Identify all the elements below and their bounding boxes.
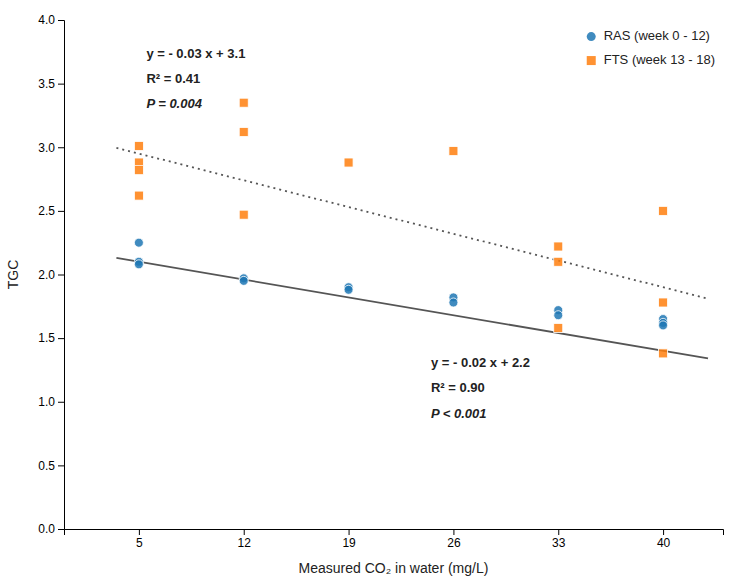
- tick: 40: [657, 529, 671, 550]
- tick: 26: [447, 529, 461, 550]
- tick: 12: [238, 529, 252, 550]
- tick: 2.5: [38, 204, 64, 218]
- tick-label: 1.0: [38, 395, 55, 409]
- tick-mark: [58, 147, 64, 148]
- tick-mark: [139, 529, 140, 535]
- point: [239, 276, 248, 285]
- legend-item: FTS (week 13 - 18): [587, 52, 715, 67]
- tick-mark: [58, 275, 64, 276]
- tick: 3.0: [38, 141, 64, 155]
- tick-label: 1.5: [38, 331, 55, 345]
- y-axis: 0.0 0.5 1.0 1.5 2.0 2.5 3.0 3.5 4.0: [38, 13, 64, 536]
- point: [554, 323, 563, 332]
- y-axis-title: TGC: [5, 260, 21, 290]
- tick-label: 3.5: [38, 77, 55, 91]
- tick-mark: [58, 20, 64, 21]
- point: [134, 166, 143, 175]
- tick-label: 5: [136, 536, 143, 550]
- tick-label: 2.5: [38, 204, 55, 218]
- point: [344, 285, 353, 294]
- tick: 4.0: [38, 13, 64, 27]
- tick-label: 2.0: [38, 268, 55, 282]
- tick-mark: [58, 465, 64, 466]
- point: [134, 260, 143, 269]
- point: [659, 321, 668, 330]
- tick-label: 3.0: [38, 141, 55, 155]
- point: [134, 238, 143, 247]
- tick-mark: [58, 529, 64, 530]
- annotation: P < 0.001: [431, 406, 487, 421]
- tick-label: 0.0: [38, 522, 55, 536]
- x-axis-title: Measured CO₂ in water (mg/L): [299, 560, 489, 576]
- tick: 1.0: [38, 395, 64, 409]
- legend-marker: [587, 32, 596, 41]
- tick: 0.0: [38, 522, 64, 536]
- axis-domain: [65, 530, 724, 536]
- tick-mark: [58, 211, 64, 212]
- plot-marks: [116, 98, 708, 358]
- tick-mark: [349, 529, 350, 535]
- tick: 3.5: [38, 77, 64, 91]
- point: [659, 206, 668, 215]
- annotation: P = 0.004: [146, 96, 202, 111]
- annotation: y = - 0.03 x + 3.1: [146, 46, 245, 61]
- tick: 5: [136, 529, 143, 550]
- tick: 1.5: [38, 331, 64, 345]
- scatter-series: [134, 238, 667, 330]
- point: [239, 98, 248, 107]
- fit-line: [116, 148, 708, 299]
- legend-label: RAS (week 0 - 12): [604, 28, 710, 43]
- legend-label: FTS (week 13 - 18): [604, 52, 715, 67]
- tick-mark: [663, 529, 664, 535]
- x-axis: 5 12 19 26 33 40: [65, 529, 724, 550]
- legend-item: RAS (week 0 - 12): [587, 28, 710, 43]
- tick: 0.5: [38, 459, 64, 473]
- tick-label: 40: [657, 536, 671, 550]
- point: [449, 147, 458, 156]
- tick-mark: [58, 402, 64, 403]
- tick-label: 33: [552, 536, 566, 550]
- fit-line: [116, 258, 708, 359]
- point: [554, 311, 563, 320]
- tick-mark: [58, 338, 64, 339]
- chart-container: 5 12 19 26 33 40 0.0 0.5 1.0 1.5 2.0 2.5 3.0 3.5 4.0 Me…: [0, 0, 747, 587]
- point: [659, 349, 668, 358]
- chart-svg: 5 12 19 26 33 40 0.0 0.5 1.0 1.5 2.0 2.5 3.0 3.5 4.0 Me…: [0, 0, 747, 587]
- tick: 19: [342, 529, 356, 550]
- annotation: R² = 0.41: [146, 71, 200, 86]
- tick: 2.0: [38, 268, 64, 282]
- legend-marker: [587, 56, 596, 65]
- tick-mark: [453, 529, 454, 535]
- point: [134, 191, 143, 200]
- scatter-series: [134, 98, 667, 358]
- tick-label: 26: [447, 536, 461, 550]
- point: [554, 242, 563, 251]
- tick-label: 0.5: [38, 459, 55, 473]
- legend: RAS (week 0 - 12) FTS (week 13 - 18): [587, 28, 715, 67]
- point: [239, 210, 248, 219]
- axis-domain: [58, 21, 65, 530]
- point: [239, 127, 248, 136]
- tick-label: 19: [342, 536, 356, 550]
- point: [554, 257, 563, 266]
- tick-mark: [244, 529, 245, 535]
- tick-label: 4.0: [38, 13, 55, 27]
- point: [134, 141, 143, 150]
- point: [344, 158, 353, 167]
- annotation: R² = 0.90: [431, 380, 485, 395]
- point: [659, 298, 668, 307]
- tick: 33: [552, 529, 566, 550]
- tick-mark: [58, 84, 64, 85]
- tick-mark: [558, 529, 559, 535]
- annotations: y = - 0.03 x + 3.1 R² = 0.41 P = 0.004 y = …: [146, 46, 530, 421]
- point: [449, 298, 458, 307]
- tick-label: 12: [238, 536, 252, 550]
- annotation: y = - 0.02 x + 2.2: [431, 355, 530, 370]
